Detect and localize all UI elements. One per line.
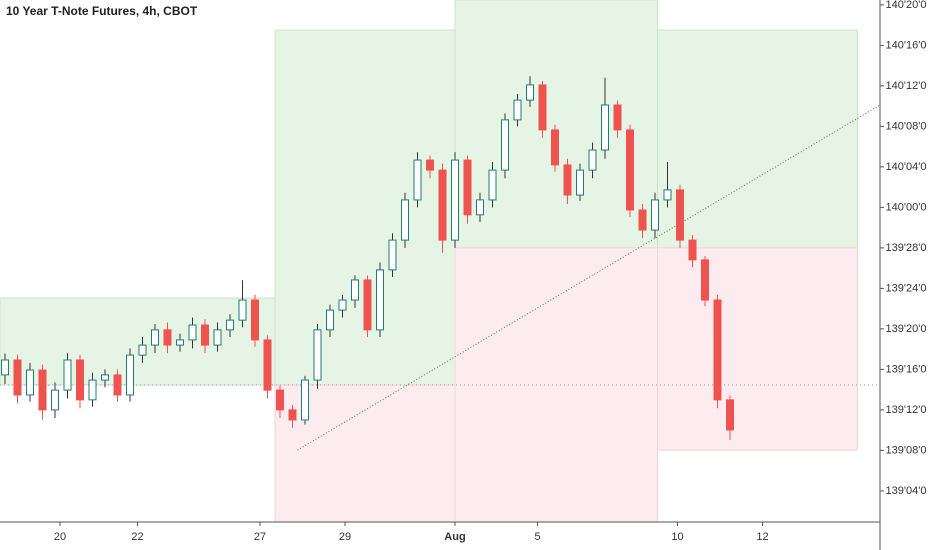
trend-line [297,104,881,451]
candle-body [263,339,272,391]
candle-body [326,309,334,331]
candle-body [238,299,247,321]
candle-body [401,199,409,241]
candle-body [363,279,372,331]
candle-body [163,329,172,346]
x-tick-label: 10 [671,531,683,543]
x-tick-label: Aug [444,531,465,543]
position-zone [274,29,456,386]
y-tick-label: 140'16'0 [886,39,927,51]
candle-body [601,104,609,151]
candle-body [38,369,47,411]
y-tick-label: 139'16'0 [886,363,927,375]
candle-body [638,209,647,231]
candle-body [463,159,472,216]
candle-body [688,239,697,261]
candle-body [388,239,397,271]
candle-body [613,104,622,131]
x-tick-label: 5 [534,531,540,543]
candle-body [476,199,484,216]
candle-body [438,169,447,241]
position-zone [454,0,658,249]
candle-body [726,399,734,431]
candle-body [88,379,97,401]
candle-body [513,99,522,121]
candle-body [188,324,197,341]
candle-body [13,359,22,396]
candle-body [413,159,422,201]
candle-body [426,159,434,171]
candle-body [201,324,209,346]
candle-body [338,299,347,311]
y-tick-label: 139'04'0 [886,485,927,497]
candle-body [651,199,659,231]
y-tick-label: 139'20'0 [886,323,927,335]
y-tick-label: 139'28'0 [886,242,927,254]
candle-body [63,359,72,391]
x-tick-label: 27 [254,531,266,543]
candle-body [101,374,109,381]
candle-body [576,169,584,196]
candle-body [138,344,147,356]
candle-body [213,329,222,346]
chart-title: 10 Year T-Note Futures, 4h, CBOT [6,4,198,18]
candle-body [288,409,297,421]
y-tick-label: 139'12'0 [886,404,927,416]
candle-body [26,369,34,396]
y-tick-label: 140'12'0 [886,80,927,92]
candle-body [76,359,84,401]
y-tick-label: 139'08'0 [886,444,927,456]
x-tick-label: 20 [54,531,66,543]
candle-body [376,269,384,331]
candle-body [676,189,684,241]
y-tick-label: 140'04'0 [886,161,927,173]
candle-body [538,84,547,131]
candle-body [226,319,234,331]
candle-body [301,379,309,421]
candle-body [551,129,559,166]
candle-body [626,129,634,211]
y-tick-label: 140'00'0 [886,201,927,213]
x-tick-label: 12 [756,531,768,543]
candle-body [526,84,534,101]
candle-body [251,299,259,341]
x-tick-label: 29 [339,531,351,543]
candle-body [663,189,672,201]
y-tick-label: 140'20'0 [886,0,927,11]
candle-body [501,119,509,171]
position-zone [657,29,858,249]
candle-body [1,359,9,376]
candle-body [313,329,322,381]
candle-body [276,389,284,411]
y-tick-label: 140'08'0 [886,120,927,132]
candle-body [151,329,159,346]
y-tick-label: 139'24'0 [886,282,927,294]
candle-body [126,354,134,396]
candle-body [488,169,497,201]
candle-body [701,259,709,301]
x-tick-label: 22 [131,531,143,543]
candle-body [51,389,59,411]
candle-body [588,149,597,171]
candle-body [713,299,722,401]
candle-body [563,164,572,196]
candle-body [451,159,459,241]
candle-body [176,339,184,346]
candle-body [351,279,359,301]
candle-body [113,374,122,396]
position-zone [657,247,858,451]
